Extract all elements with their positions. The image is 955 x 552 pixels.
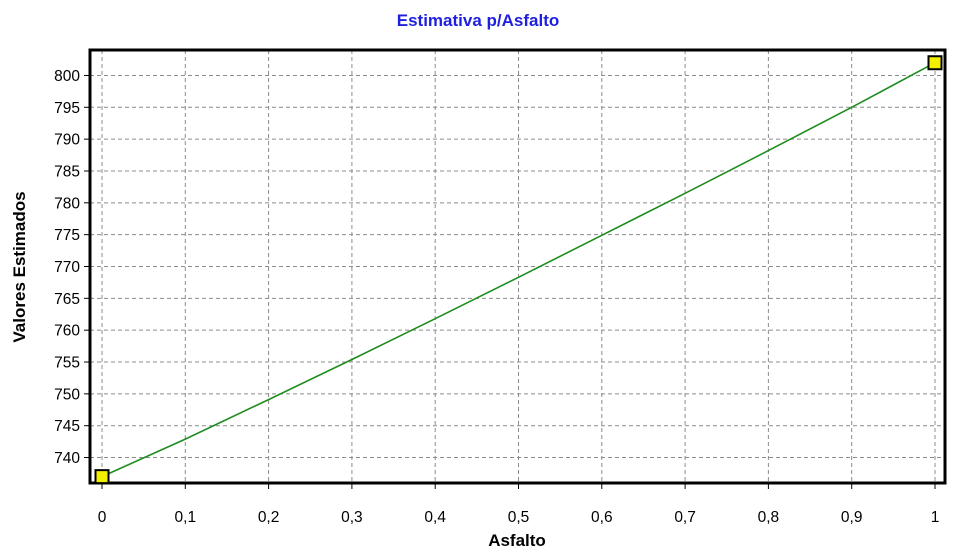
x-tick-label: 0,7 <box>674 509 696 526</box>
y-tick-label: 750 <box>54 386 80 403</box>
y-tick-label: 775 <box>54 227 80 244</box>
y-tick-label: 765 <box>54 291 80 308</box>
x-tick-label: 0,5 <box>508 509 530 526</box>
x-axis-label: Asfalto <box>488 531 546 550</box>
x-tick-label: 0,6 <box>591 509 613 526</box>
y-tick-label: 760 <box>54 323 80 340</box>
endpoint-marker <box>94 469 110 485</box>
chart-title: Estimativa p/Asfalto <box>397 11 560 30</box>
x-tick-label: 0,2 <box>258 509 280 526</box>
series-line <box>101 61 936 478</box>
y-axis-label: Valores Estimados <box>10 191 29 342</box>
y-tick-label: 795 <box>54 100 80 117</box>
y-tick-label: 740 <box>54 450 80 467</box>
x-tick-label: 0,9 <box>841 509 863 526</box>
grid <box>90 50 945 483</box>
y-tick-label: 800 <box>54 68 80 85</box>
x-tick-label: 1 <box>931 509 940 526</box>
y-tick-label: 785 <box>54 163 80 180</box>
x-tick-label: 0,1 <box>175 509 197 526</box>
y-tick-label: 745 <box>54 418 80 435</box>
x-tick-label: 0,4 <box>424 509 446 526</box>
series-layer <box>94 55 943 485</box>
y-tick-label: 770 <box>54 259 80 276</box>
y-tick-label: 780 <box>54 195 80 212</box>
endpoint-marker <box>927 55 943 71</box>
y-tick-label: 790 <box>54 132 80 149</box>
x-tick-label: 0,3 <box>341 509 363 526</box>
axis-ticks: 0 0,1 0,2 0,3 0,4 0,5 0,6 0,7 0,8 0,9 1 740 745 750 75… <box>54 68 939 526</box>
x-tick-label: 0 <box>98 509 107 526</box>
y-tick-label: 755 <box>54 355 80 372</box>
x-tick-label: 0,8 <box>758 509 780 526</box>
